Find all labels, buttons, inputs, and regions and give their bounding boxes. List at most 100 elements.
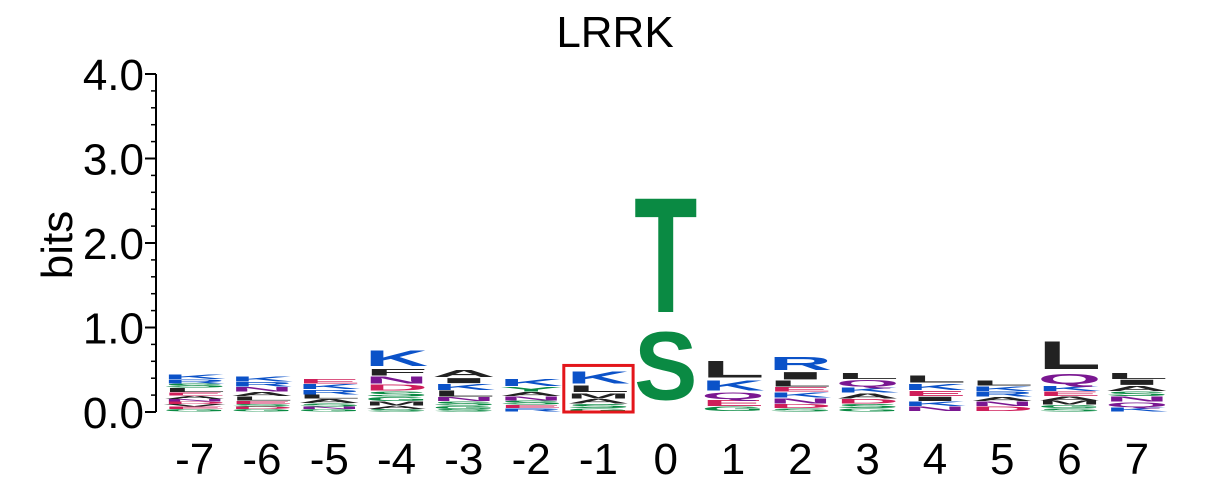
logo-letter-R: R [298,389,361,396]
logo-letter-Q: Q [1105,401,1168,408]
logo-letter-D: D [769,403,832,409]
logo-letter-E: E [298,378,361,385]
logo-letter-S: S [163,383,226,389]
logo-letter-K: K [432,382,495,391]
logo-letter-E: E [163,392,226,397]
logo-letter-R: R [230,381,293,388]
x-tick-label: 3 [855,435,879,484]
logo-letter-G: G [1038,404,1101,409]
logo-letter-K: K [836,386,899,394]
logo-letter-L: L [903,373,966,385]
logo-letter-N: N [903,406,966,413]
stack-position-0: ST [634,165,697,421]
logo-letter-G: G [298,409,361,412]
logo-letter-L: L [701,356,764,383]
logo-letter-A: A [163,395,226,400]
logo-letter-K: K [1038,384,1101,392]
logo-letter-G: G [365,397,428,403]
x-tick-label: -7 [175,435,214,484]
logo-letter-R: R [163,379,226,385]
logo-letter-K: K [163,374,226,381]
x-tick-label: 0 [654,435,678,484]
logo-letter-A: A [567,398,630,405]
logo-letter-G: G [230,409,293,412]
logo-letter-L: L [769,379,832,388]
logo-letter-A: A [432,368,495,380]
x-tick-label: -3 [444,435,483,484]
logo-letter-D: D [230,406,293,409]
x-axis: -7 -6 -5 -4 -3 -2 -1 0 1 2 3 4 5 6 7 [175,435,1149,484]
logo-letter-S: S [365,390,428,398]
logo-letter-S: S [298,403,361,408]
logo-letter-N: N [298,406,361,409]
logo-letter-M: M [1038,400,1101,406]
y-axis: 0.0 1.0 2.0 3.0 4.0 [83,51,157,438]
logo-letter-E: E [769,386,832,393]
logo-letter-I: I [432,377,495,385]
logo-letter-A: A [298,398,361,404]
logo-letter-N: N [230,386,293,393]
logo-letter-N: N [971,401,1034,408]
logo-letter-V: V [163,404,227,408]
y-tick-label: 3.0 [83,136,144,185]
y-tick-label: 4.0 [83,51,144,100]
x-tick-label: -2 [512,435,551,484]
logo-letter-S: S [634,312,697,420]
logo-letter-Q: Q [701,391,764,401]
x-tick-label: 5 [990,435,1014,484]
x-tick-label: 7 [1125,435,1149,484]
logo-letter-F: F [365,367,428,378]
highlight-box [562,363,635,414]
logo-letter-S: S [432,409,495,413]
logo-letter-G: G [163,409,226,412]
logo-letter-A: A [230,391,293,397]
logo-letter-L: L [230,396,293,402]
logo-letter-K: K [701,378,764,394]
logo-letter-A: A [365,405,428,410]
logo-letter-Q: Q [836,378,899,388]
logo-letter-A: A [1105,384,1168,392]
x-tick-label: -1 [579,435,618,484]
logo-letter-L: L [298,394,361,400]
logo-letter-I: I [1105,378,1168,386]
logo-letter-D: D [163,401,226,404]
logo-letter-S: S [836,403,899,409]
logo-letter-M: M [567,392,630,400]
x-tick-label: 6 [1057,435,1081,484]
x-tick-label: -5 [310,435,349,484]
logo-letter-S: S [432,401,495,407]
logo-letter-D: D [836,398,899,405]
logo-letter-D: D [971,406,1034,413]
logo-letter-A: A [1038,396,1101,402]
x-tick-label: 2 [788,435,812,484]
logo-letter-N: N [1105,395,1168,403]
logo-letter-G: G [836,408,899,413]
logo-letter-S: S [1105,390,1168,397]
logo-letter-K: K [769,391,832,399]
logo-letter-K: K [903,382,966,391]
logo-letter-S: S [1038,408,1101,413]
logo-letter-K: K [903,401,966,408]
y-tick-label: 2.0 [83,220,144,269]
logo-letter-L: L [1038,333,1101,378]
logo-letter-L: L [971,379,1034,387]
logo-letter-N: N [163,399,226,402]
y-tick-label: 0.0 [83,389,144,438]
logo-letter-D: D [365,383,428,392]
logo-letter-S: S [230,404,293,408]
logo-letter-R: R [971,390,1034,398]
logo-letter-I: I [769,370,832,382]
